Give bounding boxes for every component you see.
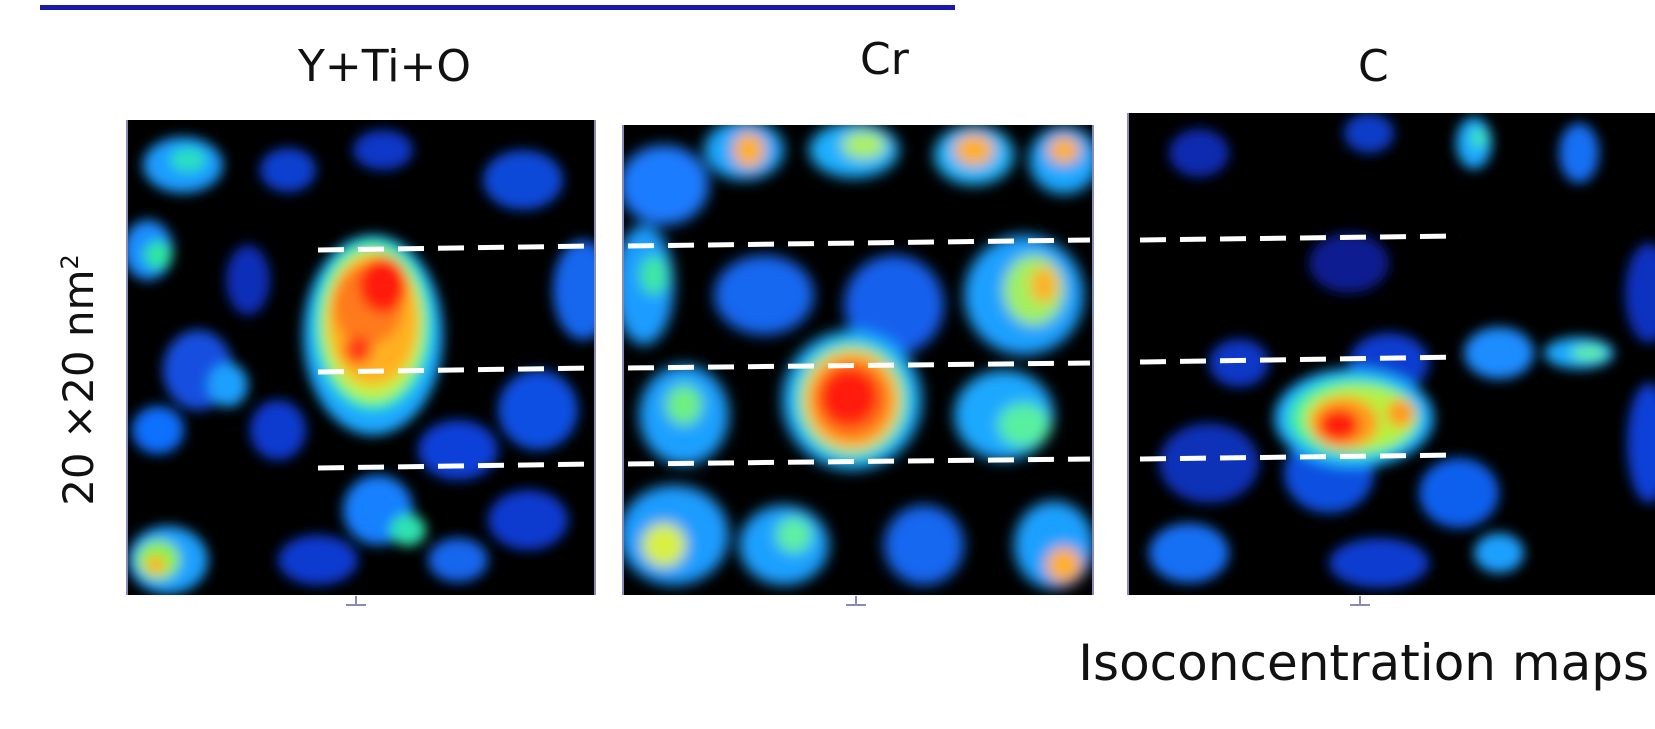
axis-tick-map-3 [1350, 596, 1370, 614]
scale-label: 20 ×20 nm2 [54, 254, 103, 506]
scale-label-text: 20 ×20 nm [54, 269, 103, 506]
scale-label-superscript: 2 [56, 254, 84, 270]
map-title-y-ti-o: Y+Ti+O [298, 41, 471, 92]
isoconcentration-map-c [1127, 113, 1655, 595]
isoconcentration-map-cr [622, 125, 1094, 595]
axis-tick-map-1 [346, 596, 366, 614]
axis-tick-map-2 [846, 596, 866, 614]
map-title-cr: Cr [860, 34, 909, 85]
top-divider-line [40, 5, 955, 10]
isoconcentration-map-y-ti-o [126, 120, 596, 595]
map-title-c: C [1358, 41, 1389, 92]
figure-caption: Isoconcentration maps [1078, 634, 1649, 692]
